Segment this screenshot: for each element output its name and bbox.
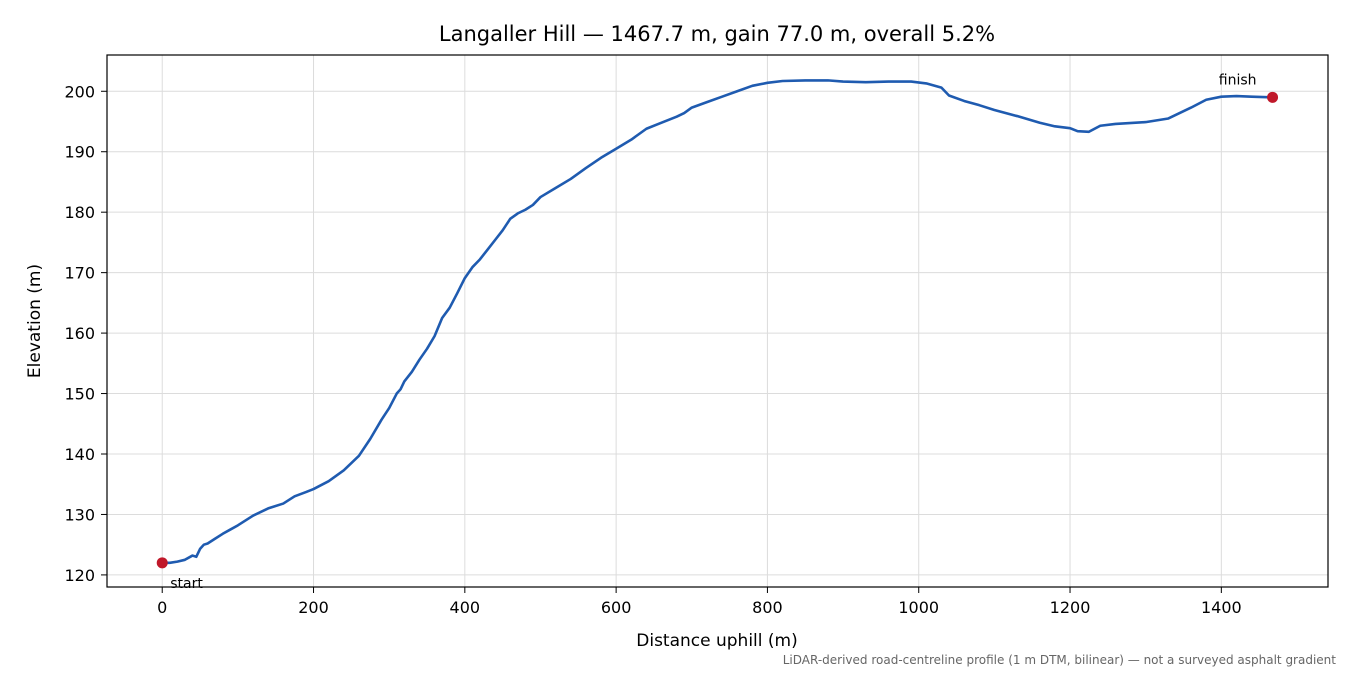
- y-tick-label: 120: [64, 566, 95, 585]
- y-tick-label: 160: [64, 324, 95, 343]
- start-marker: [156, 557, 168, 569]
- start-label: start: [170, 576, 203, 592]
- x-tick-label: 400: [450, 598, 481, 617]
- x-tick-label: 1000: [898, 598, 939, 617]
- y-tick-label: 140: [64, 445, 95, 464]
- x-tick-label: 1400: [1201, 598, 1242, 617]
- markers-group: start finish: [156, 72, 1279, 592]
- y-tick-label: 180: [64, 203, 95, 222]
- y-tick-label: 150: [64, 385, 95, 404]
- x-tick-label: 800: [752, 598, 783, 617]
- x-tick-label: 200: [298, 598, 329, 617]
- y-axis-label: Elevation (m): [25, 264, 45, 378]
- grid: [107, 55, 1328, 587]
- series-group: [160, 79, 1274, 565]
- x-tick-label: 600: [601, 598, 632, 617]
- x-axis-label: Distance uphill (m): [636, 631, 797, 651]
- footnote: LiDAR-derived road-centreline profile (1…: [783, 653, 1337, 667]
- finish-label: finish: [1219, 72, 1257, 88]
- elevation-line: [160, 79, 1274, 565]
- y-tick-label: 130: [64, 505, 95, 524]
- y-tick-label: 190: [64, 143, 95, 162]
- finish-marker: [1267, 91, 1279, 103]
- x-tick-label: 0: [157, 598, 167, 617]
- ticks-group: 0 200 400 600 800 1000 1200 1400 120 130 140 150 160…: [64, 82, 1241, 617]
- chart-title: Langaller Hill — 1467.7 m, gain 77.0 m, …: [439, 22, 995, 46]
- plot-frame: [106, 54, 1329, 588]
- y-tick-label: 170: [64, 264, 95, 283]
- x-tick-label: 1200: [1050, 598, 1091, 617]
- y-tick-label: 200: [64, 82, 95, 101]
